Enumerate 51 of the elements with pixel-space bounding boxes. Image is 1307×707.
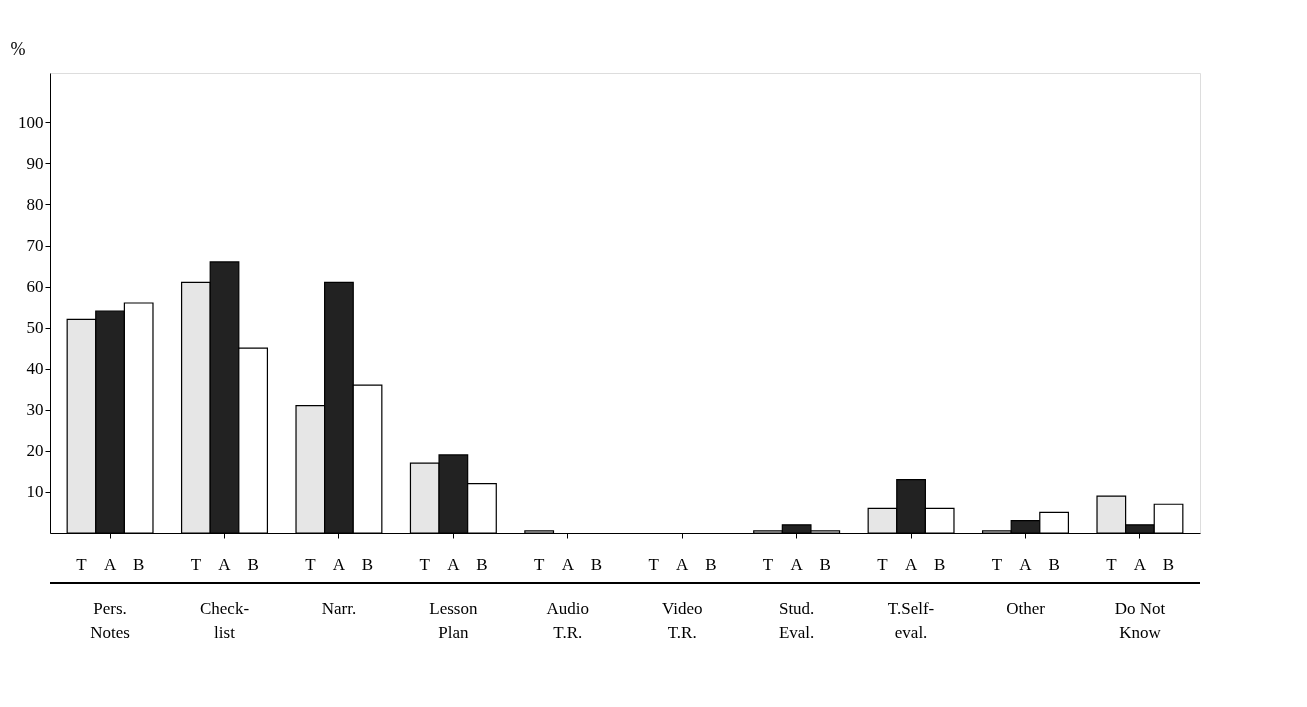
x-tick-label: Lesson Plan: [429, 599, 478, 642]
text: T: [533, 555, 545, 574]
text: A: [561, 555, 574, 574]
text: B: [476, 555, 488, 574]
x-tick-label: Do Not Know: [1114, 599, 1166, 642]
y-tick-label: 70: [26, 236, 44, 255]
text: T: [991, 555, 1003, 574]
text: T: [419, 555, 430, 574]
y-tick-label: 80: [26, 194, 44, 214]
text: B: [819, 555, 831, 574]
text: T: [1106, 555, 1117, 574]
text: A: [790, 555, 803, 574]
y-tick-label: 40: [26, 359, 44, 379]
legend-label: A: [103, 555, 117, 574]
text: T: [648, 555, 659, 574]
y-tick-label: 100: [18, 112, 44, 132]
text: A: [332, 555, 346, 574]
text: B: [705, 555, 717, 574]
x-tick-label: T.Self- eval.: [887, 599, 935, 642]
text: T: [762, 555, 774, 574]
text: A: [1133, 555, 1147, 574]
text: A: [218, 555, 231, 574]
x-tick-label: Check- list: [199, 599, 250, 642]
text: T: [190, 555, 202, 574]
x-tick-label: Narr.: [321, 599, 357, 618]
text: B: [247, 555, 259, 574]
series-label: B: [133, 555, 145, 574]
y-tick-label: 60: [26, 277, 44, 297]
text: B: [590, 555, 603, 574]
text: T: [877, 555, 888, 574]
x-tick-label: Video T.R.: [661, 599, 703, 642]
text: B: [1048, 555, 1060, 574]
text: B: [1162, 555, 1175, 574]
text: T: [305, 555, 316, 574]
text: B: [934, 555, 946, 574]
series-label: T: [76, 555, 88, 574]
text: A: [904, 555, 918, 574]
y-axis-title: %: [10, 38, 26, 59]
x-tick-label: Audio T.R.: [546, 599, 590, 642]
x-tick-label: Pers. Notes: [90, 599, 130, 642]
text: A: [1019, 555, 1032, 574]
y-tick-label: 50: [26, 318, 44, 338]
y-tick-label: 90: [26, 153, 44, 173]
y-tick-label: 30: [26, 400, 44, 420]
x-tick-label: Other: [1006, 599, 1046, 618]
x-tick-label: Stud. Eval.: [778, 599, 815, 642]
y-tick-label: 20: [26, 441, 44, 461]
text: A: [447, 555, 460, 574]
text: A: [676, 555, 689, 574]
y-tick-label: 10: [26, 482, 44, 502]
text: B: [361, 555, 374, 574]
